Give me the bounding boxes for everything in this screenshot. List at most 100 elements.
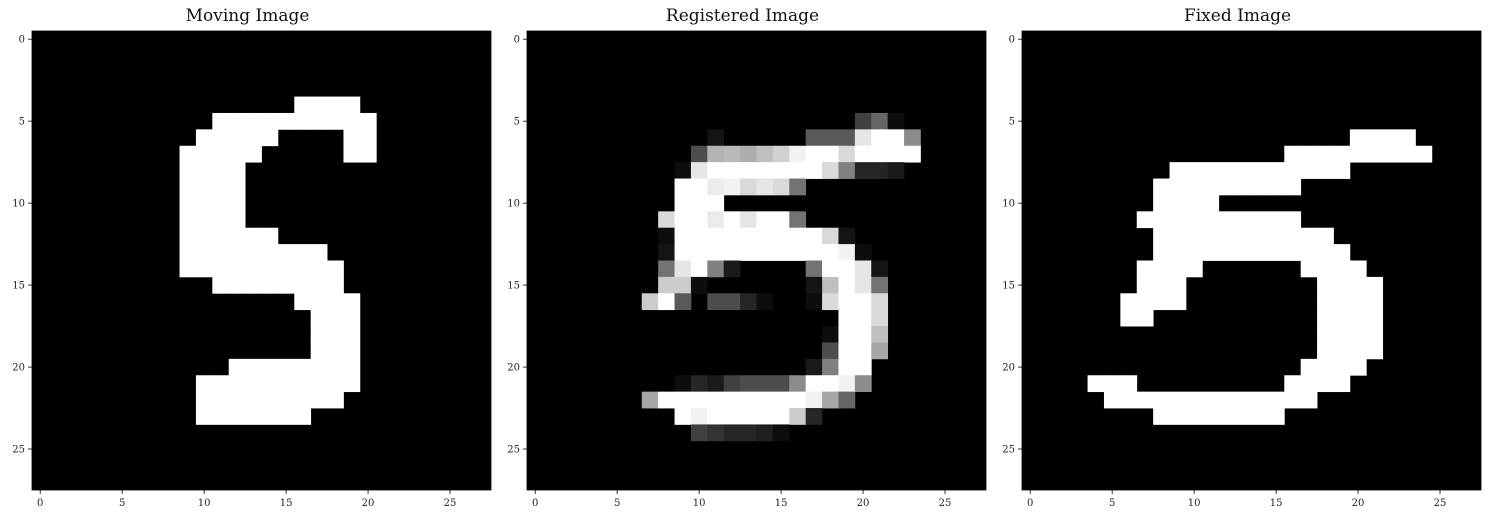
pixel bbox=[1317, 358, 1334, 376]
pixel bbox=[707, 227, 725, 245]
y-tick-label: 5 bbox=[514, 117, 520, 128]
pixel bbox=[228, 358, 246, 376]
pixel bbox=[1300, 162, 1318, 179]
pixel bbox=[1267, 211, 1285, 229]
pixel bbox=[854, 358, 872, 376]
pixel bbox=[1284, 178, 1302, 196]
pixel bbox=[228, 194, 246, 212]
pixel bbox=[261, 129, 279, 147]
pixel bbox=[245, 276, 262, 294]
pixel bbox=[871, 162, 889, 179]
pixel bbox=[310, 358, 328, 376]
pixel bbox=[1235, 244, 1252, 261]
pixel bbox=[1366, 309, 1384, 327]
pixel bbox=[854, 244, 872, 261]
pixel bbox=[805, 145, 823, 163]
pixel bbox=[212, 211, 230, 229]
pixel bbox=[772, 178, 790, 196]
pixel bbox=[261, 276, 279, 294]
pixel bbox=[1136, 309, 1154, 327]
moving-image-heatmap: 0 5 10 15 20 25 0 5 10 15 20 25 bbox=[12, 30, 492, 509]
pixel bbox=[1202, 162, 1220, 179]
pixel bbox=[1366, 145, 1384, 163]
pixel bbox=[838, 227, 856, 245]
pixel bbox=[245, 227, 262, 245]
pixel bbox=[1153, 260, 1170, 278]
y-tick-label: 10 bbox=[507, 199, 520, 210]
pixel bbox=[1267, 391, 1285, 409]
pixel bbox=[789, 375, 807, 393]
y-tick-label: 0 bbox=[514, 35, 520, 46]
pixel bbox=[658, 293, 675, 311]
pixel bbox=[822, 276, 839, 294]
pixel bbox=[822, 375, 839, 393]
pixel bbox=[838, 276, 856, 294]
pixel bbox=[1349, 358, 1367, 376]
pixel bbox=[690, 408, 708, 425]
pixel bbox=[1169, 244, 1187, 261]
pixel bbox=[707, 424, 725, 442]
pixel bbox=[1218, 211, 1236, 229]
pixel bbox=[772, 162, 790, 179]
pixel bbox=[1415, 145, 1433, 163]
pixel bbox=[359, 129, 377, 147]
pixel bbox=[1366, 342, 1384, 360]
pixel bbox=[327, 358, 344, 376]
x-tick-label: 15 bbox=[1270, 498, 1283, 509]
pixel bbox=[756, 244, 774, 261]
x-tick-label: 5 bbox=[119, 498, 125, 509]
pixel bbox=[1202, 244, 1220, 261]
pixel bbox=[1267, 408, 1285, 425]
x-tick-label: 0 bbox=[532, 498, 538, 509]
pixel bbox=[1333, 162, 1351, 179]
pixel bbox=[1120, 309, 1138, 327]
pixel bbox=[1349, 326, 1367, 343]
pixel bbox=[904, 129, 921, 147]
pixel bbox=[838, 309, 856, 327]
pixel bbox=[327, 375, 344, 393]
pixel bbox=[228, 227, 246, 245]
pixel bbox=[1202, 227, 1220, 245]
pixel bbox=[871, 145, 889, 163]
pixel bbox=[1185, 211, 1203, 229]
pixel bbox=[359, 112, 377, 130]
pixel bbox=[740, 211, 757, 229]
pixel bbox=[212, 145, 230, 163]
pixel bbox=[822, 293, 839, 311]
pixel bbox=[1366, 276, 1384, 294]
pixel bbox=[887, 129, 905, 147]
pixel bbox=[740, 162, 757, 179]
pixel bbox=[294, 260, 312, 278]
pixel bbox=[327, 260, 344, 278]
pixel bbox=[1349, 293, 1367, 311]
pixel bbox=[228, 178, 246, 196]
pixel bbox=[1300, 375, 1318, 393]
pixel bbox=[1333, 326, 1351, 343]
pixel bbox=[245, 260, 262, 278]
pixel bbox=[772, 211, 790, 229]
panel-fixed-image: Fixed Image 0 5 10 15 20 25 0 5 10 15 20 25 bbox=[990, 0, 1485, 522]
pixel bbox=[1300, 227, 1318, 245]
pixel bbox=[277, 112, 295, 130]
pixel bbox=[838, 260, 856, 278]
pixel bbox=[1317, 342, 1334, 360]
pixel bbox=[690, 424, 708, 442]
pixel bbox=[1333, 244, 1351, 261]
pixel bbox=[359, 145, 377, 163]
pixel bbox=[179, 178, 197, 196]
pixel bbox=[805, 162, 823, 179]
pixel bbox=[228, 244, 246, 261]
pixel bbox=[1169, 211, 1187, 229]
pixel bbox=[1333, 276, 1351, 294]
pixel bbox=[1317, 244, 1334, 261]
pixel bbox=[854, 342, 872, 360]
x-tick-label: 20 bbox=[362, 498, 375, 509]
pixel bbox=[1185, 408, 1203, 425]
y-tick-label: 15 bbox=[12, 281, 25, 292]
pixel bbox=[1169, 276, 1187, 294]
pixel bbox=[1202, 391, 1220, 409]
pixel bbox=[674, 211, 692, 229]
pixel bbox=[723, 227, 741, 245]
pixel bbox=[871, 309, 889, 327]
pixel bbox=[1251, 211, 1269, 229]
